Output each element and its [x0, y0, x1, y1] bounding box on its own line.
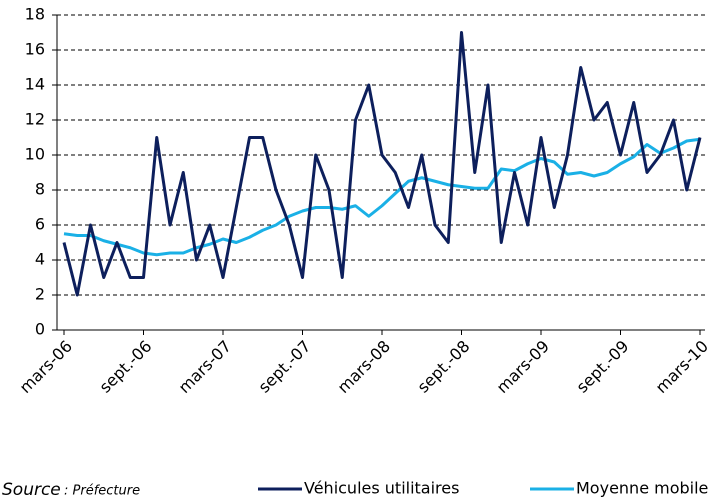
y-tick-label: 10: [25, 145, 45, 164]
y-tick-label: 14: [25, 75, 45, 94]
y-tick-label: 2: [35, 285, 45, 304]
x-tick-label: mars-09: [493, 337, 553, 397]
x-tick-label: sept.-07: [255, 337, 315, 397]
x-tick-label: mars-07: [175, 337, 235, 397]
x-tick-label: sept.-08: [414, 337, 474, 397]
series-line: [63, 137, 701, 257]
legend-label: Moyenne mobile: [576, 479, 708, 498]
series-line: [62, 31, 702, 297]
y-tick-label: 12: [25, 110, 45, 129]
y-tick-label: 18: [25, 5, 45, 24]
x-tick-label: sept.-06: [96, 337, 156, 397]
x-tick-label: mars-10: [652, 337, 710, 397]
y-tick-label: 4: [35, 250, 45, 269]
y-tick-label: 16: [25, 40, 45, 59]
y-tick-label: 0: [35, 320, 45, 339]
x-tick-label: mars-06: [16, 337, 76, 397]
source-label: Source: [2, 480, 61, 500]
legend-label: Véhicules utilitaires: [304, 479, 459, 498]
y-tick-label: 8: [35, 180, 45, 199]
x-tick-label: sept.-09: [573, 337, 633, 397]
x-tick-label: mars-08: [334, 337, 394, 397]
source-value: : Préfecture: [64, 484, 140, 499]
y-tick-label: 6: [35, 215, 45, 234]
